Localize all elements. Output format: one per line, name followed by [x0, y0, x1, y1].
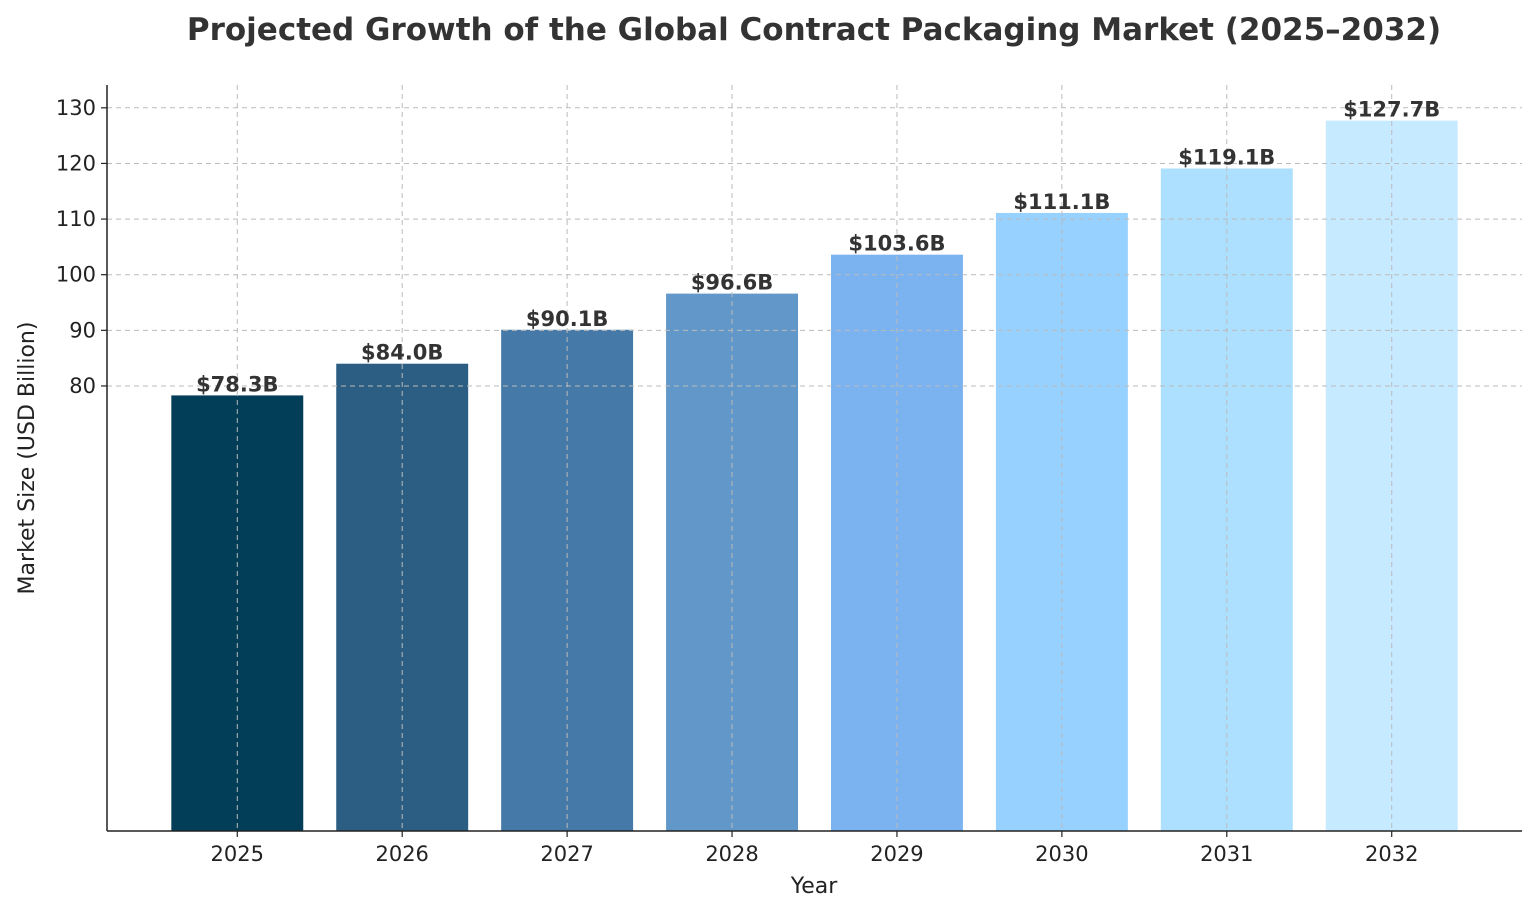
y-axis-label: Market Size (USD Billion): [15, 322, 40, 595]
data-label: $84.0B: [361, 341, 443, 365]
y-tick-label: 90: [69, 318, 96, 342]
data-label: $96.6B: [691, 271, 773, 295]
y-tick-label: 110: [56, 207, 96, 231]
x-tick-label: 2025: [211, 842, 264, 866]
x-tick-label: 2029: [870, 842, 923, 866]
bar-2025: [171, 395, 304, 831]
data-label: $119.1B: [1178, 145, 1275, 169]
x-tick-label: 2030: [1035, 842, 1088, 866]
data-label: $78.3B: [196, 372, 278, 396]
data-label: $103.6B: [848, 232, 945, 256]
x-tick-label: 2032: [1365, 842, 1418, 866]
x-tick-label: 2031: [1200, 842, 1253, 866]
x-axis-label: Year: [790, 874, 839, 899]
data-label: $90.1B: [526, 307, 608, 331]
data-label: $127.7B: [1343, 98, 1440, 122]
chart-title: Projected Growth of the Global Contract …: [187, 12, 1441, 48]
y-tick-label: 80: [69, 374, 96, 398]
data-label: $111.1B: [1013, 190, 1110, 214]
x-tick-label: 2026: [375, 842, 428, 866]
y-tick-label: 130: [56, 96, 96, 120]
x-tick-label: 2028: [705, 842, 758, 866]
y-tick-label: 100: [56, 263, 96, 287]
x-tick-label: 2027: [540, 842, 593, 866]
y-tick-label: 120: [56, 151, 96, 175]
